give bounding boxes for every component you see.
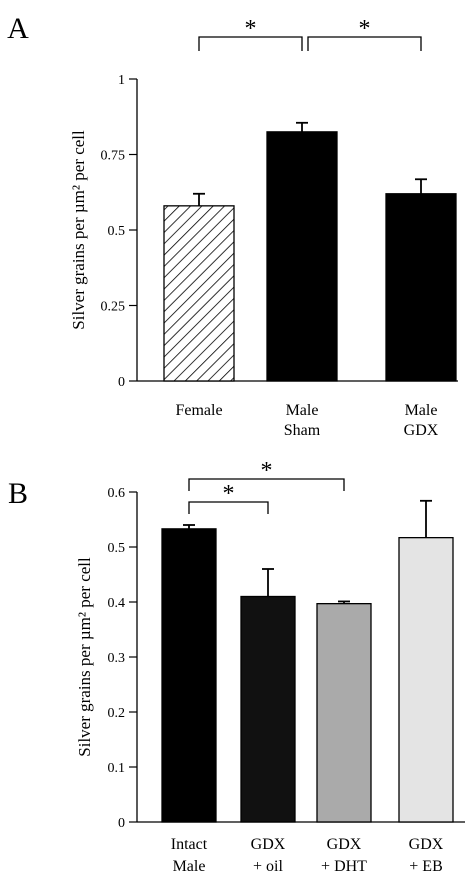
significance-bracket [198, 36, 303, 51]
y-tick-label: 0.5 [108, 541, 126, 556]
y-tick-label: 0.2 [108, 706, 126, 721]
bar [385, 193, 457, 382]
significance-bracket [307, 36, 422, 51]
y-tick-label: 0 [118, 816, 125, 831]
category-label: + DHT [321, 858, 367, 875]
category-label: Male [173, 858, 206, 875]
panel-label: B [8, 477, 28, 510]
significance-star: * [261, 458, 273, 484]
y-tick-label: 0 [118, 375, 125, 390]
bar [163, 205, 235, 382]
y-tick-label: 0.6 [108, 486, 126, 501]
y-axis-label: Silver grains per µm² per cell [75, 557, 94, 757]
category-label: GDX [251, 836, 286, 853]
bar [240, 595, 296, 823]
category-label: GDX [409, 836, 444, 853]
significance-star: * [245, 16, 257, 42]
y-tick-label: 0.3 [108, 651, 126, 666]
significance-bracket [188, 501, 269, 514]
category-label: Male [405, 402, 438, 419]
bar [266, 131, 338, 382]
significance-star: * [223, 481, 235, 507]
significance-bracket [188, 478, 345, 491]
y-tick-label: 0.25 [101, 300, 126, 315]
y-axis-label: Silver grains per µm² per cell [69, 130, 88, 330]
category-label: Intact [171, 836, 208, 853]
panel-b: B 0 0.1 0.2 0.3 0.4 0.5 0.6 Silver grains per µm… [8, 458, 465, 875]
y-tick-label: 0.5 [108, 224, 126, 239]
y-tick-label: 0.4 [108, 596, 126, 611]
category-label: + oil [253, 858, 283, 875]
y-tick-label: 0.75 [101, 149, 126, 164]
category-label: GDX [404, 422, 439, 439]
category-label: Male [286, 402, 319, 419]
y-tick-label: 1 [118, 73, 125, 88]
bar [398, 537, 454, 823]
category-label: + EB [409, 858, 442, 875]
bar [316, 603, 372, 823]
category-label: Sham [284, 422, 321, 439]
significance-star: * [359, 16, 371, 42]
panel-label: A [7, 12, 29, 45]
bar [161, 528, 217, 823]
category-label: Female [175, 402, 222, 419]
panel-a: A 0 0.25 0.5 0.75 1 Silver grains per µm² per … [7, 12, 458, 439]
category-label: GDX [327, 836, 362, 853]
y-tick-label: 0.1 [108, 761, 126, 776]
